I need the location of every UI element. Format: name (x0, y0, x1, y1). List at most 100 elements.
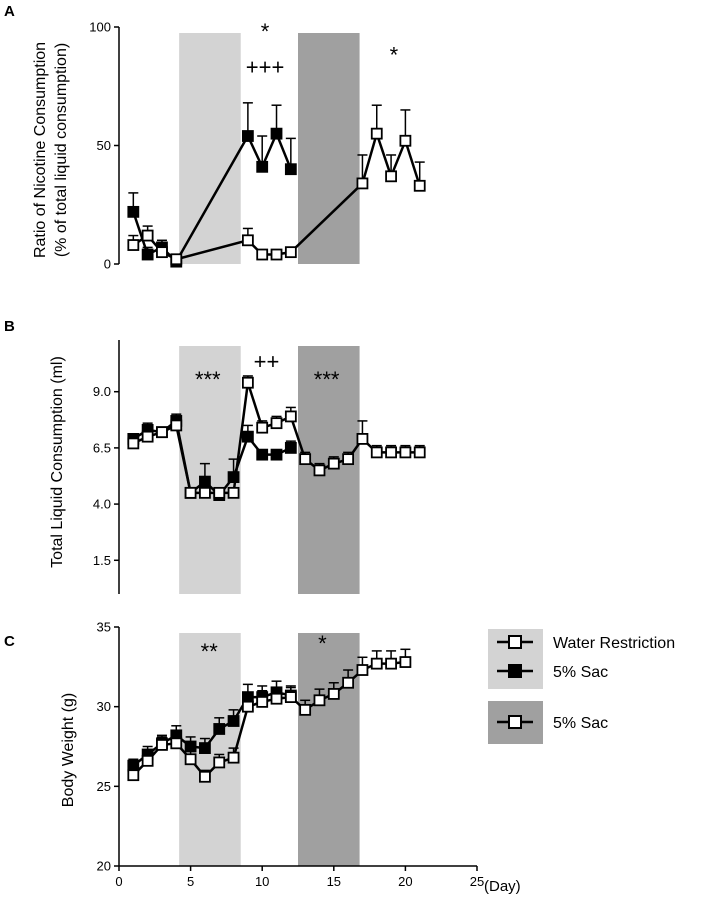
panel-a-point-1-7 (284, 246, 297, 259)
panel-a-point-1-12 (413, 179, 426, 192)
panel-c-point-1-3 (170, 737, 183, 750)
panel-b-y-tick-label-0: 1.5 (93, 553, 111, 568)
panel-a-point-1-4 (241, 234, 254, 247)
panel-a-point-1-5 (256, 248, 269, 261)
panel-letter-c: C (4, 633, 15, 650)
panel-letter-b: B (4, 318, 15, 335)
panel-b-plot: 1.5 4.0 6.5 9.0 *** ++ *** (93, 340, 426, 594)
panel-c-y-tick-label-0: 20 (97, 859, 111, 874)
panel-c-y-tick-label-2: 30 (97, 699, 111, 714)
panel-b-point-1-17 (370, 446, 383, 459)
panel-c-point-1-0 (127, 769, 140, 782)
panel-a-annotation-1: +++ (246, 54, 285, 79)
panel-b-y-tick-label-2: 6.5 (93, 440, 111, 455)
legend-marker-open-icon (508, 635, 522, 649)
panel-a-point-1-1 (141, 229, 154, 242)
panel-b-annotation-0: *** (195, 367, 221, 392)
panel-b-shade-0 (179, 346, 241, 594)
panel-a-point-1-2 (156, 246, 168, 259)
x-axis-label: (Day) (484, 878, 521, 895)
panel-c-x-tick-label-4: 20 (398, 874, 412, 889)
panel-b-point-0-11 (284, 441, 297, 454)
panel-b-point-1-2 (156, 426, 168, 439)
panel-b-point-0-10 (270, 448, 283, 461)
panel-c-series-line-1 (132, 660, 406, 779)
panel-b-point-1-16 (356, 433, 369, 445)
legend-marker-filled-icon (508, 664, 522, 678)
panel-a-y-tick-label-0: 0 (104, 257, 111, 272)
panel-b-point-1-15 (342, 453, 355, 466)
panel-b-y-tick-label-1: 4.0 (93, 497, 111, 512)
panel-b-point-1-1 (141, 430, 154, 443)
panel-b-point-1-7 (227, 486, 240, 499)
panel-c-point-0-5 (199, 742, 211, 754)
panel-b-shade-1 (298, 346, 360, 594)
panel-a-point-1-8 (356, 177, 369, 190)
panel-b-point-1-3 (170, 419, 183, 432)
panel-a-shade-0 (179, 33, 241, 264)
panel-b-point-0-5 (199, 475, 211, 488)
panel-a-y-tick-label-2: 100 (89, 20, 111, 35)
panel-c-point-1-10 (270, 692, 283, 705)
panel-b-y-tick-label-3: 9.0 (93, 384, 111, 399)
panel-a-point-0-1 (141, 248, 154, 261)
panel-c-point-1-7 (227, 751, 240, 764)
panel-c-x-tick-label-3: 15 (327, 874, 341, 889)
panel-b-annotation-1: ++ (254, 349, 280, 374)
panel-b-point-1-20 (413, 446, 426, 459)
panel-a-annotation-0: * (261, 19, 270, 44)
panel-c-point-1-16 (356, 664, 369, 676)
panel-b-point-1-0 (127, 437, 140, 450)
panel-c-shade-1 (298, 633, 360, 866)
panel-c-point-1-12 (299, 703, 312, 716)
panel-c-x-tick-label-0: 0 (115, 874, 122, 889)
panel-c-point-0-7 (227, 715, 240, 727)
panel-a-plot: 0 50 100 * +++ * (89, 19, 426, 272)
panel-b-point-0-7 (227, 471, 240, 484)
panel-c-x-tick-label-5: 25 (470, 874, 484, 889)
panel-c-point-1-13 (313, 694, 326, 707)
panel-b-point-1-14 (327, 457, 340, 470)
panel-c-point-1-2 (156, 739, 168, 751)
panel-a-point-0-0 (127, 205, 140, 218)
panel-c-point-1-18 (385, 657, 397, 670)
legend-label-water-restriction: Water Restriction (553, 635, 675, 652)
panel-a-point-0-6 (270, 127, 283, 140)
panel-c-annotation-0: ** (201, 639, 219, 664)
panel-b-annotation-2: *** (314, 367, 340, 392)
panel-a-point-1-6 (270, 248, 283, 261)
legend-label-sac: 5% Sac (553, 664, 608, 681)
panel-letter-a: A (4, 3, 15, 20)
panel-a-point-0-7 (284, 163, 297, 176)
panel-c-y-tick-label-1: 25 (97, 779, 111, 794)
panel-c-point-1-19 (399, 656, 412, 668)
panel-c-point-0-4 (184, 740, 197, 753)
panel-b-point-1-8 (241, 376, 254, 389)
panel-b-point-1-19 (399, 446, 412, 459)
panel-a-point-1-10 (385, 170, 397, 183)
legend-marker-open-dark-icon (508, 715, 522, 729)
panel-c-point-1-1 (141, 754, 154, 767)
panel-c-point-1-11 (284, 691, 297, 704)
panel-b-point-0-9 (256, 448, 269, 461)
panel-b-ylabel: Total Liquid Consumption (ml) (49, 356, 66, 568)
panel-c-ylabel: Body Weight (g) (60, 693, 77, 807)
panel-b-point-1-9 (256, 421, 269, 434)
legend: Water Restriction 5% Sac 5% Sac (488, 629, 675, 744)
panel-a-point-0-5 (256, 160, 269, 173)
panel-c-point-1-15 (342, 676, 355, 689)
panel-a-y-tick-label-1: 50 (97, 138, 111, 153)
panel-a-point-1-11 (399, 134, 412, 147)
panel-a-point-1-9 (370, 127, 383, 140)
panel-c-point-1-8 (241, 700, 254, 713)
panel-c-y-tick-label-3: 35 (97, 620, 111, 635)
panel-c-x-tick-label-2: 10 (255, 874, 269, 889)
panel-b-point-1-18 (385, 446, 397, 459)
panel-c-x-tick-label-1: 5 (187, 874, 194, 889)
panel-a-shade-1 (298, 33, 360, 264)
panel-c-point-1-14 (327, 688, 340, 700)
panel-b-point-1-10 (270, 417, 283, 430)
panel-c-point-1-9 (256, 695, 269, 708)
